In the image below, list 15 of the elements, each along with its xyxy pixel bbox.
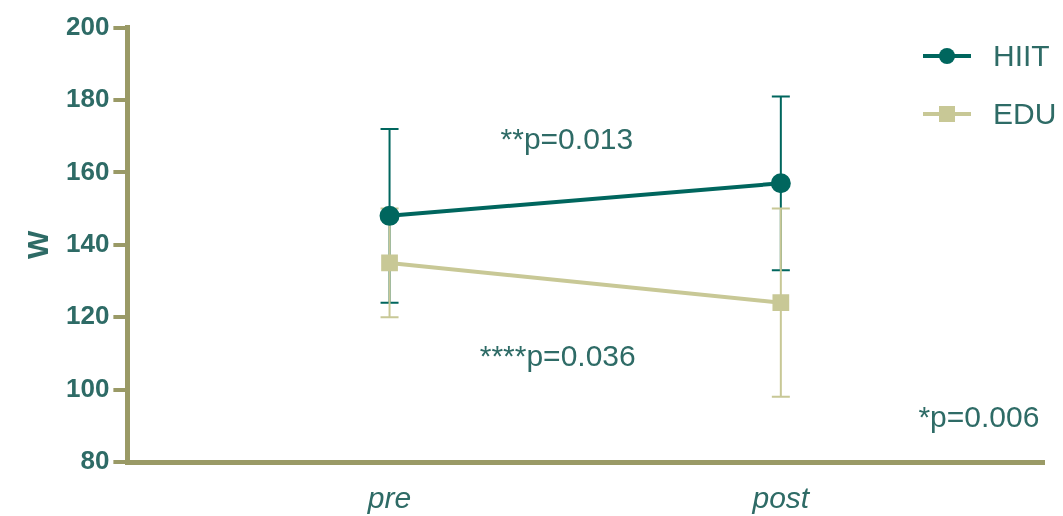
y-tick-label: 100 bbox=[65, 372, 110, 403]
y-tick-label: 140 bbox=[65, 227, 110, 258]
annotation: **p=0.013 bbox=[500, 121, 634, 155]
y-axis-title: W bbox=[21, 229, 55, 259]
y-tick-label: 180 bbox=[65, 83, 110, 114]
y-tick-label: 160 bbox=[65, 155, 110, 186]
annotation: *p=0.006 bbox=[918, 399, 1040, 433]
x-tick-label: post bbox=[751, 481, 811, 515]
legend-label: HIIT bbox=[993, 39, 1050, 73]
legend-label: EDU bbox=[993, 97, 1057, 131]
y-tick-label: 200 bbox=[65, 10, 110, 41]
x-tick-label: pre bbox=[366, 481, 412, 515]
y-tick-label: 80 bbox=[80, 445, 110, 476]
y-tick-label: 120 bbox=[65, 300, 110, 331]
annotation: ****p=0.036 bbox=[479, 339, 636, 373]
